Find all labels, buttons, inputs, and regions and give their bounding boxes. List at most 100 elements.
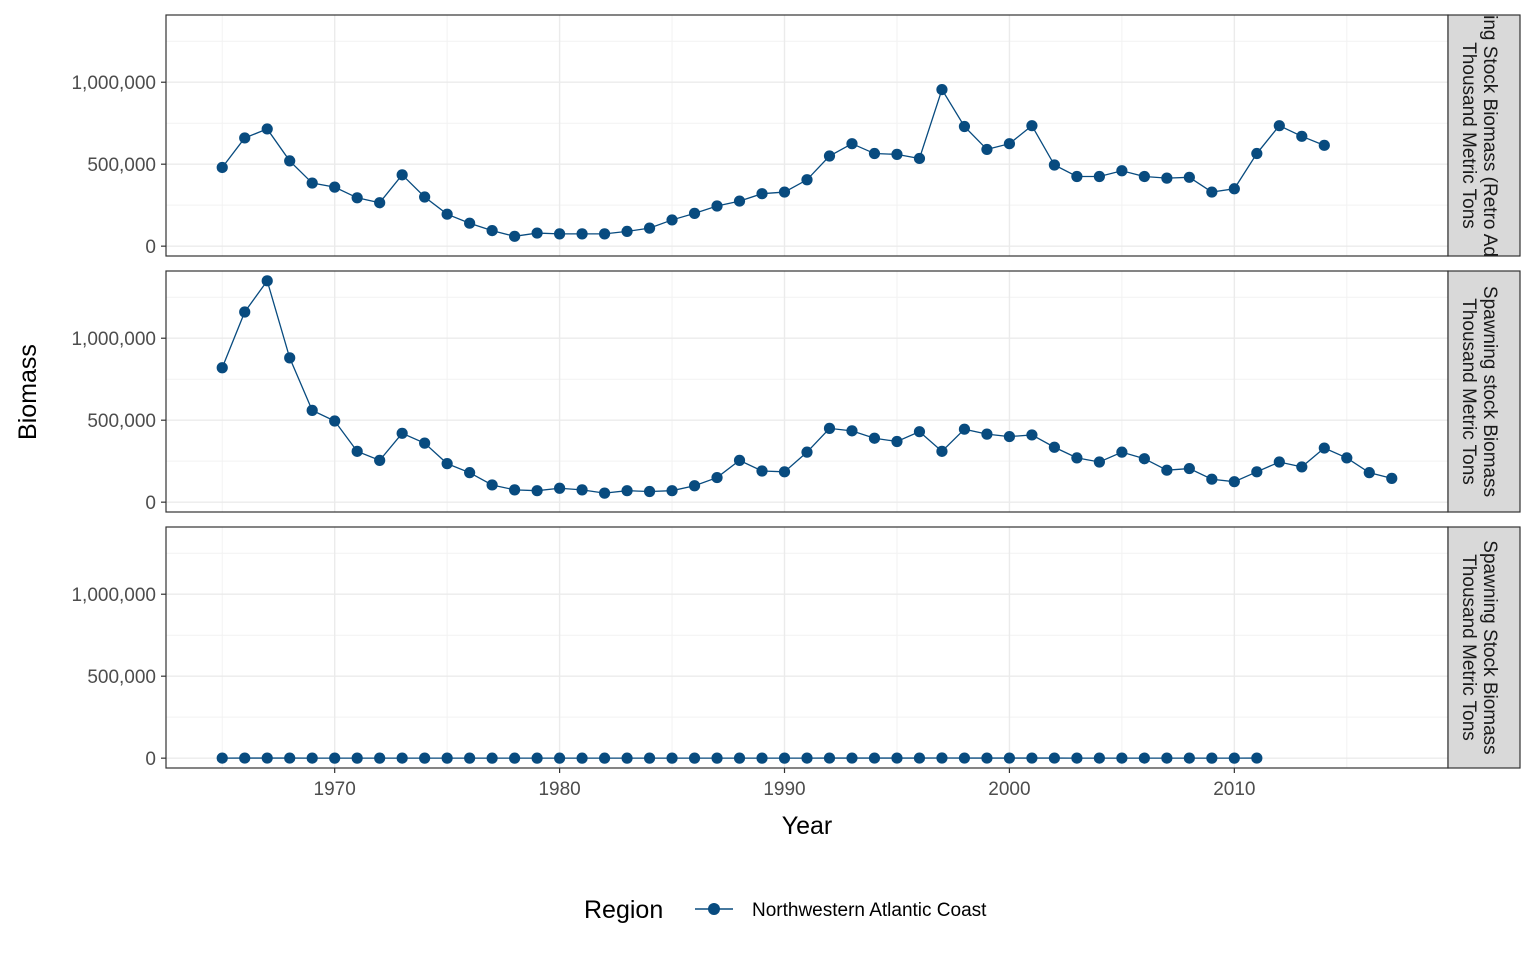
data-point (778, 186, 791, 198)
data-point (621, 225, 633, 238)
x-tick-label: 1970 (314, 779, 356, 800)
data-point (913, 152, 926, 165)
facet-strip-label: Thousand Metric Tons (1458, 298, 1479, 485)
panel-1: 0 500,000 1,000,000 Spawning Stock Biomass … (71, 14, 1521, 258)
data-point (733, 752, 746, 764)
data-point (1071, 170, 1083, 183)
data-point (958, 423, 971, 435)
chart-panels: 0 500,000 1,000,000 Spawning Stock Biomass … (71, 14, 1521, 770)
data-point (801, 174, 813, 186)
data-point (441, 752, 453, 764)
data-point (756, 752, 768, 764)
data-point (419, 752, 431, 764)
data-point (1206, 473, 1218, 485)
data-point (531, 227, 543, 239)
data-point (643, 485, 656, 498)
data-point (756, 465, 768, 477)
data-point (464, 217, 476, 229)
data-point (958, 752, 971, 764)
data-point (1161, 464, 1173, 476)
data-point (711, 752, 723, 764)
data-point (1251, 147, 1263, 160)
data-point (284, 752, 296, 764)
legend-title: Region (584, 896, 663, 924)
data-point (598, 752, 611, 764)
data-point (936, 83, 948, 96)
data-point (823, 752, 836, 764)
data-point (688, 752, 701, 764)
data-point (1026, 120, 1038, 132)
data-point (1138, 170, 1150, 183)
data-point (756, 188, 768, 200)
y-tick-label: 0 (145, 493, 156, 514)
data-point (868, 432, 881, 444)
panel-3: 0 500,000 1,000,000 Spawning Stock BiomassT… (71, 526, 1521, 770)
data-point (643, 752, 656, 764)
data-point (823, 422, 836, 434)
data-point (351, 752, 363, 764)
data-point (733, 195, 746, 207)
facet-strip-label: Thousand Metric Tons (1458, 554, 1479, 741)
data-point (801, 446, 813, 458)
data-point (1161, 752, 1173, 764)
data-point (486, 479, 498, 491)
data-point (891, 435, 903, 448)
data-point (284, 155, 296, 167)
data-point (598, 487, 611, 499)
y-tick-label: 0 (145, 237, 156, 258)
data-point (261, 752, 273, 764)
data-point (688, 480, 701, 492)
data-point (306, 404, 318, 416)
data-point (1138, 752, 1150, 764)
data-point (531, 485, 543, 497)
data-point (846, 138, 858, 150)
data-point (239, 752, 251, 764)
panel-2: 0 500,000 1,000,000 Spawning stock BiomassT… (71, 270, 1521, 514)
data-point (216, 362, 228, 374)
data-point (846, 752, 858, 764)
data-point (351, 192, 363, 204)
data-point (1251, 752, 1263, 764)
legend: Region Northwestern Atlantic Coast (584, 896, 987, 924)
data-point (306, 752, 318, 764)
data-point (464, 467, 476, 479)
y-tick-label: 1,000,000 (71, 73, 156, 94)
data-point (778, 752, 791, 764)
data-point (239, 132, 251, 144)
data-point (868, 147, 881, 160)
data-point (1138, 453, 1150, 465)
facet-strip (1447, 14, 1521, 257)
data-point (1296, 461, 1308, 473)
data-point (643, 222, 656, 234)
data-point (1048, 441, 1061, 453)
x-tick-label: 2000 (988, 779, 1030, 800)
data-point (1093, 752, 1105, 764)
data-point (351, 445, 363, 457)
data-point (1296, 130, 1308, 142)
data-point (1206, 186, 1218, 198)
data-point (396, 169, 408, 181)
x-tick-label: 2010 (1213, 779, 1255, 800)
data-point (509, 752, 521, 764)
data-point (509, 484, 521, 496)
data-point (913, 426, 926, 438)
data-point (1003, 138, 1016, 150)
data-point (846, 425, 858, 437)
data-point (576, 752, 588, 764)
data-point (1228, 752, 1240, 764)
data-point (1093, 170, 1105, 183)
y-tick-label: 500,000 (87, 155, 156, 176)
facet-strip-label: Spawning Stock Biomass (1479, 540, 1500, 754)
data-point (396, 752, 408, 764)
facet-strip-text: Spawning Stock Biomass (Retro Adjusted)T… (1458, 15, 1500, 256)
facet-strip (1447, 526, 1521, 769)
data-point (1026, 752, 1038, 764)
data-point (1228, 476, 1240, 488)
data-point (284, 352, 296, 364)
data-point (711, 200, 723, 212)
data-point (598, 228, 611, 240)
data-point (1003, 752, 1016, 764)
y-tick-label: 0 (145, 749, 156, 770)
